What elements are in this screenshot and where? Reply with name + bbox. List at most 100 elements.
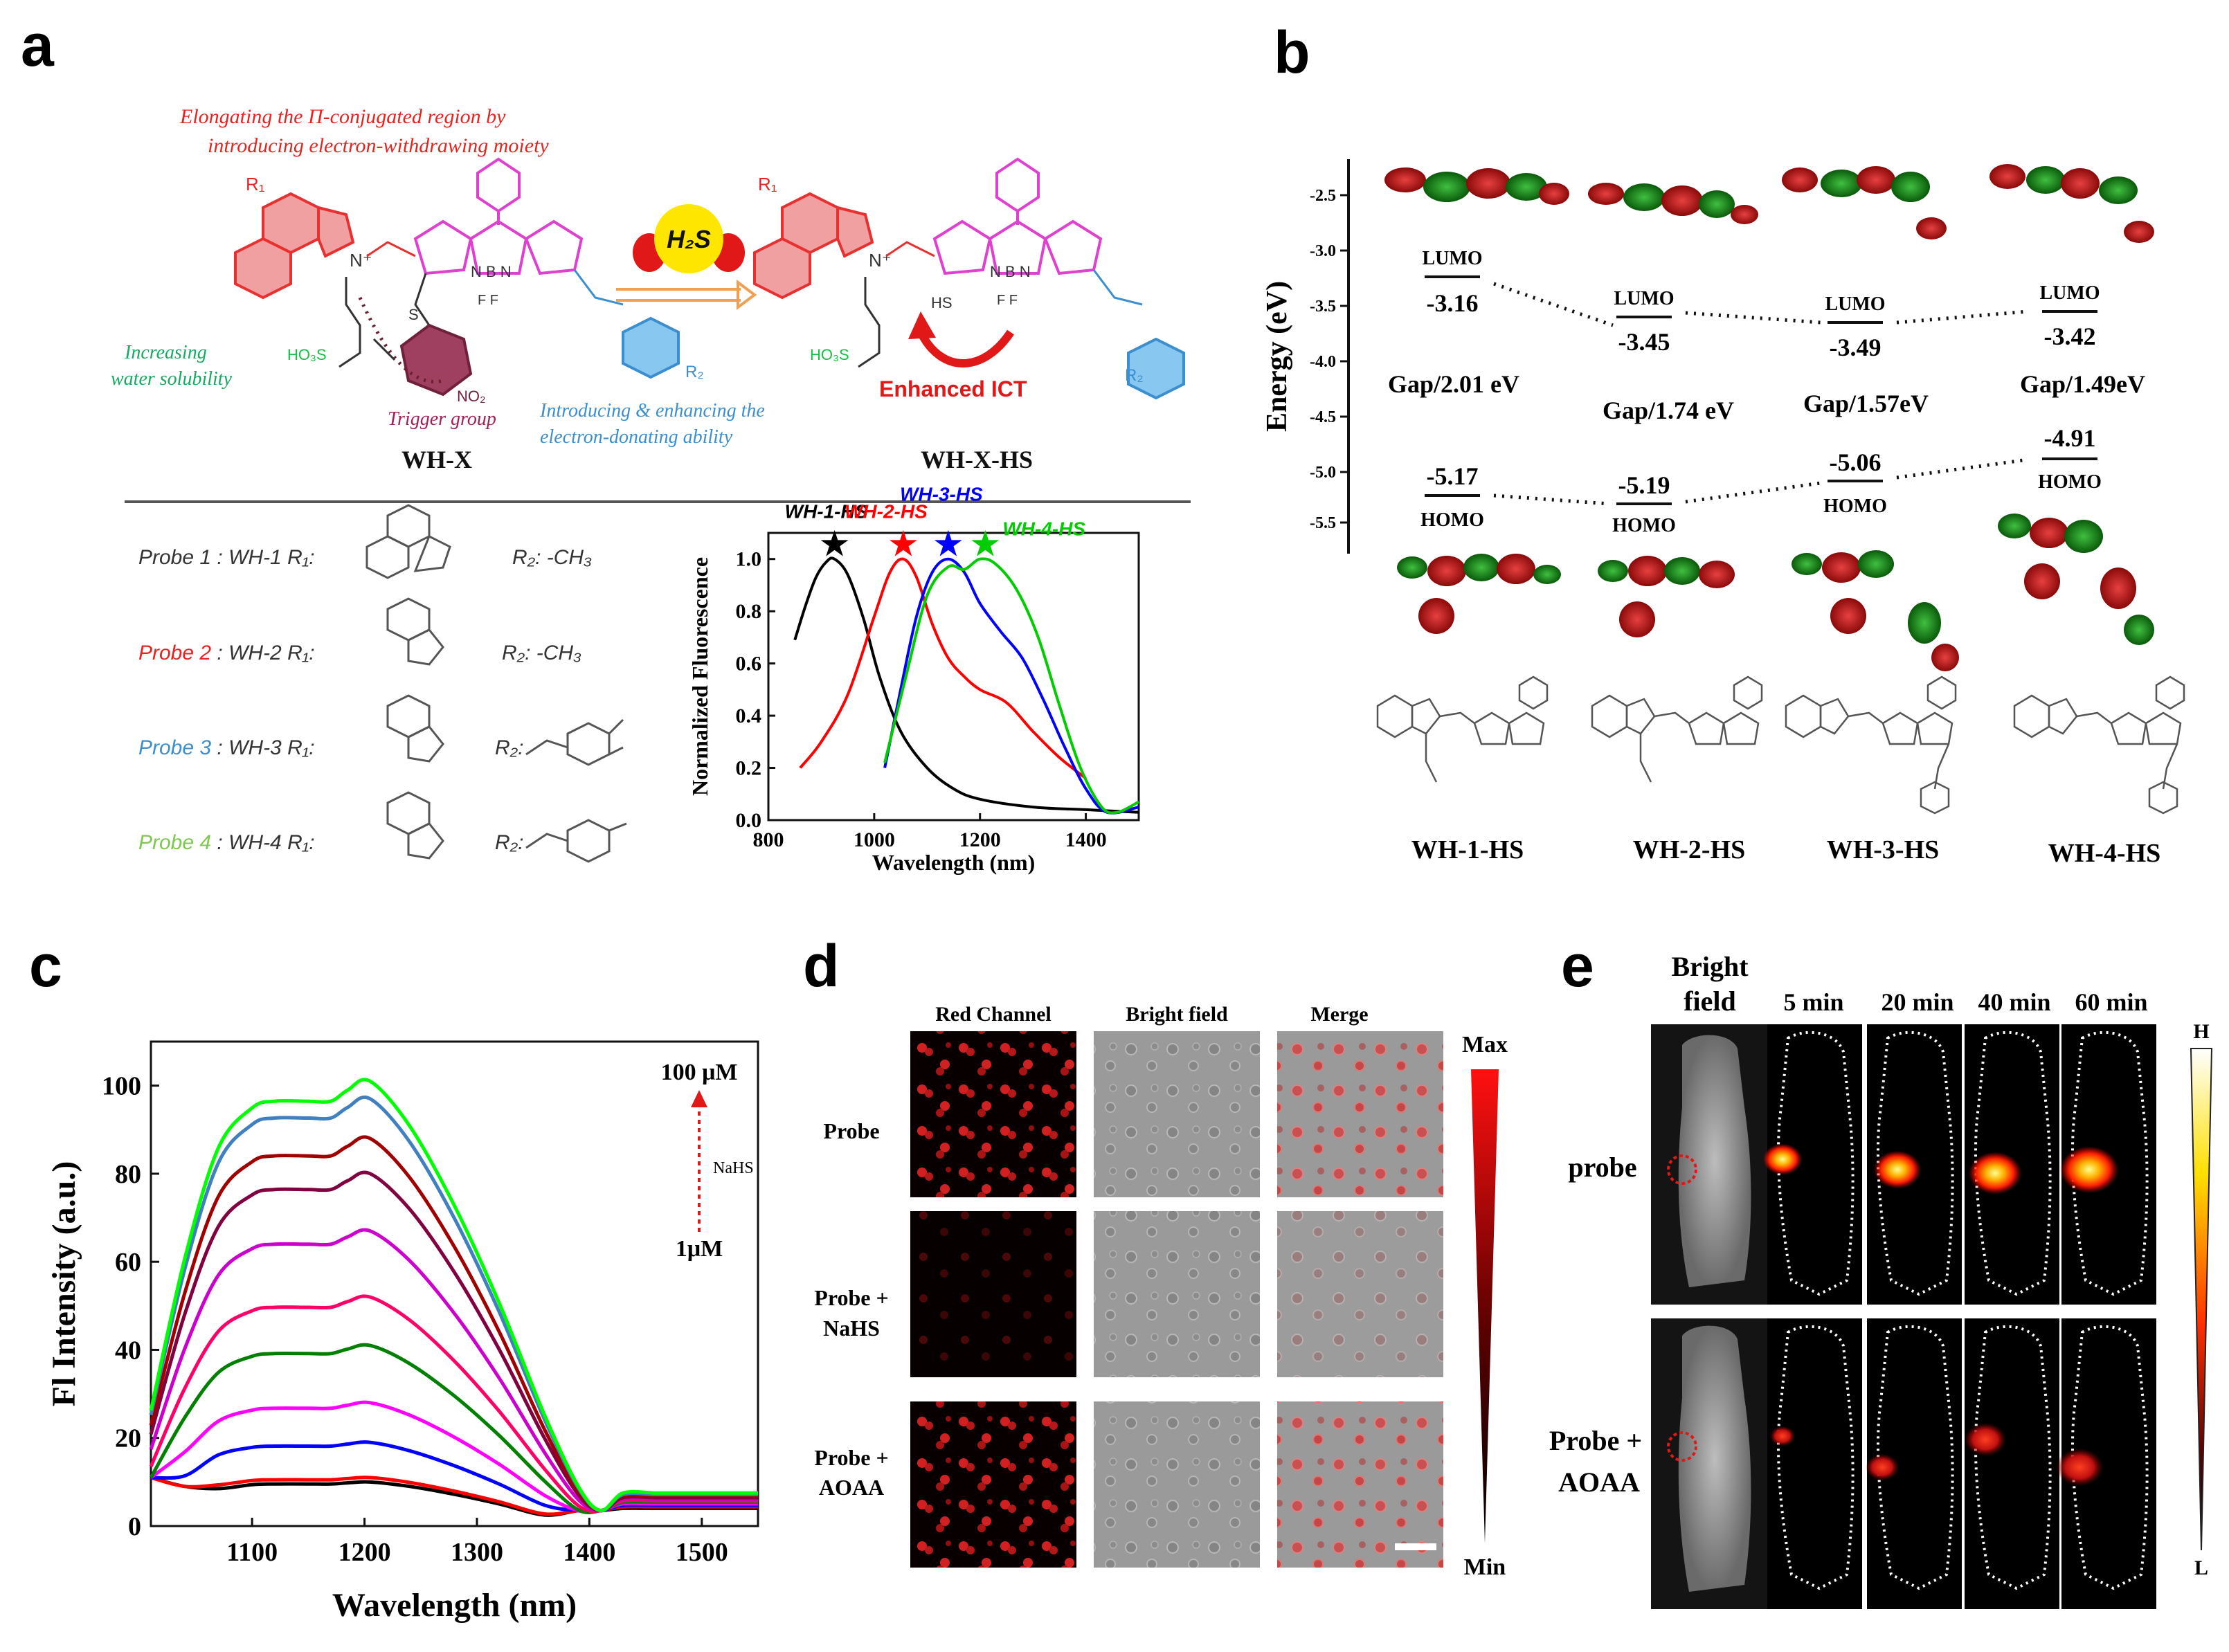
c-x-tick-label: 1100 (226, 1538, 278, 1567)
time-5min: 5 min (1783, 988, 1843, 1016)
inset-y-tick-label: 0.2 (736, 757, 762, 780)
inset-series-label: WH-4-HS (1002, 518, 1085, 540)
water-line2: water solubility (111, 368, 233, 390)
b-y-tick-label: -5.5 (1310, 514, 1336, 532)
panel-d: d Red Channel Bright field Merge Probe P… (803, 933, 1508, 1580)
r1-label-left: R₁ (246, 174, 265, 194)
probe-4-r1-structure (386, 791, 444, 860)
c-y-tick-label: 0 (128, 1512, 141, 1541)
c-y-tick-label: 40 (115, 1336, 141, 1365)
wh-x-hs-name: WH-X-HS (921, 446, 1033, 473)
e-fluor-image (1965, 1318, 2059, 1609)
probe-table: Probe 1 : WH-1 R₁: R₂: -CH₃ Probe 2 : WH… (138, 504, 627, 863)
e-mouse-outline (2071, 1031, 2149, 1296)
lumo-tag-2: LUMO (1614, 288, 1674, 309)
inset-y-tick-label: 0.4 (736, 705, 762, 727)
b-y-tick-label: -4.0 (1310, 353, 1336, 371)
inset-peak-star: ★ (969, 525, 1002, 565)
sulfur-left: S (408, 306, 419, 323)
e-signal-spot (1965, 1423, 2006, 1456)
so3h-left: HO₃S (287, 346, 327, 363)
c-y-tick-label: 60 (115, 1248, 141, 1277)
inset-peak-star: ★ (887, 525, 920, 565)
c-y-tick-label: 100 (102, 1072, 141, 1101)
time-20min: 20 min (1881, 988, 1953, 1016)
e-row-aoaa-line1: Probe + (1549, 1425, 1642, 1456)
scale-min: Min (1464, 1554, 1506, 1580)
e-signal-spot (1969, 1152, 2021, 1195)
row-probe-aoaa-line1: Probe + (814, 1445, 888, 1470)
inset-peak-star: ★ (818, 525, 851, 565)
homo-value-3: -5.06 (1830, 448, 1881, 476)
probe-3-r2: R₂: (495, 736, 523, 759)
fl-intensity-chart: 1100 1200 1300 1400 1500 0 20 40 60 80 100 Waveleng… (46, 1040, 759, 1624)
r1-label-right: R₁ (758, 174, 777, 194)
b-y-tick-label: -4.5 (1310, 408, 1336, 426)
a-header-line1: Elongating the Π-conjugated region by (179, 105, 506, 128)
homo-tag-1: HOMO (1420, 509, 1484, 531)
b-y-tick-label: -2.5 (1310, 187, 1336, 205)
c-x-tick-label: 1400 (563, 1538, 615, 1567)
lumo-orbitals (1384, 164, 2154, 243)
inset-x-tick-label: 1000 (854, 828, 895, 851)
homo-value-1: -5.17 (1427, 462, 1479, 490)
e-row-aoaa-line2: AOAA (1558, 1467, 1640, 1498)
c-reagent: NaHS (713, 1159, 754, 1177)
probe-row: Probe 4 : WH-4 R₁: R₂: (138, 791, 627, 863)
time-40min: 40 min (1978, 988, 2050, 1016)
probe-1-r2: R₂: -CH₃ (512, 546, 592, 569)
probe-1-prefix: Probe 1 (138, 546, 211, 569)
e-heat-scale (2190, 1048, 2213, 1551)
homo-tag-4: HOMO (2038, 471, 2102, 493)
trigger-group-label: Trigger group (388, 408, 496, 430)
n-plus-left: N⁺ (350, 250, 372, 271)
panel-b: b -2.5 -3.0 -3.5 -4.0 -4.5 -5.0 -5.5 Energy (e… (1261, 19, 2185, 868)
probe-4-r2-structure (525, 819, 627, 863)
probe-row: Probe 3 : WH-3 R₁: R₂: (138, 694, 624, 766)
probe-1-rest: : WH-1 R₁: (211, 546, 314, 569)
gap-3: Gap/1.57eV (1803, 390, 1929, 417)
boron-right: N B N (990, 263, 1031, 280)
b-skeletal-structures (1376, 675, 2185, 815)
b-y-tick-label: -3.5 (1310, 298, 1336, 316)
probe-3-prefix: Probe 3 (138, 736, 211, 759)
fluorine-left: F F (478, 293, 498, 308)
panel-c-label: c (29, 933, 62, 999)
inset-x-tick-label: 1400 (1065, 828, 1107, 851)
scale-max: Max (1462, 1032, 1508, 1058)
r2-label-right: R₂ (1125, 366, 1144, 385)
probe-3-rest: : WH-3 R₁: (211, 736, 314, 759)
d-image-nahs-bf (1094, 1211, 1260, 1377)
panel-a: a Elongating the Π-conjugated region by … (21, 12, 1191, 875)
inset-x-axis-label: Wavelength (nm) (872, 850, 1036, 875)
c-high-conc: 100 μM (661, 1060, 738, 1085)
time-60min: 60 min (2075, 988, 2147, 1016)
col-bright-field: Bright field (1126, 1003, 1228, 1026)
e-mouse-outline (1974, 1325, 2052, 1590)
probe-1-r1-structure (366, 504, 451, 579)
donor-line2: electron-donating ability (540, 426, 733, 448)
e-signal-spot (2056, 1448, 2103, 1487)
h2s-reaction-arrow: H₂S (616, 204, 757, 310)
lumo-tag-4: LUMO (2039, 282, 2100, 304)
e-signal-spot (2060, 1146, 2118, 1193)
e-signal-spot (1763, 1143, 1802, 1175)
c-low-conc: 1μM (676, 1236, 723, 1262)
enhanced-ict-label: Enhanced ICT (879, 376, 1027, 401)
e-mouse-outline (1777, 1325, 1855, 1590)
c-x-axis-label: Wavelength (nm) (332, 1587, 577, 1624)
e-fluorescence-images (1763, 1024, 2156, 1609)
so3h-right: HO₃S (810, 346, 849, 363)
lumo-tag-1: LUMO (1422, 248, 1482, 269)
panel-e-label: e (1561, 933, 1594, 999)
e-mouse-outline (1777, 1031, 1855, 1296)
probe-row: Probe 2 : WH-2 R₁: R₂: -CH₃ (138, 597, 581, 666)
inset-x-tick-label: 1200 (959, 828, 1001, 851)
b-y-tick-label: -3.0 (1310, 242, 1336, 260)
bright-field-line1: Bright (1671, 951, 1749, 982)
d-intensity-scale (1471, 1069, 1499, 1543)
inset-y-axis-label: Normalized Fluorescence (687, 557, 712, 796)
lumo-value-3: -3.49 (1830, 334, 1881, 361)
e-fluor-image (1767, 1318, 1862, 1609)
